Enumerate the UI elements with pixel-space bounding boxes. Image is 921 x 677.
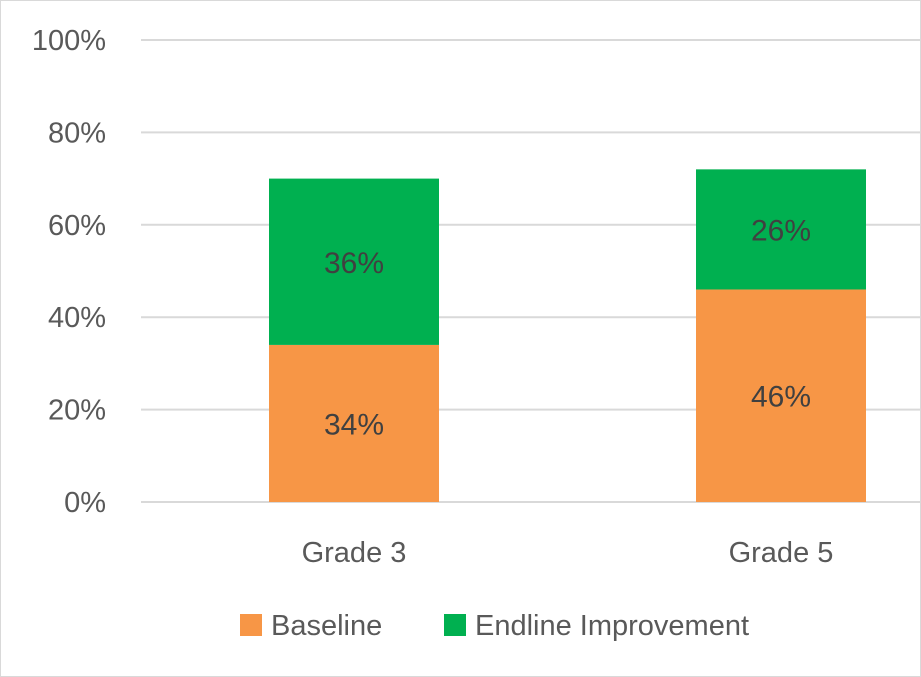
data-label: 46% [751, 381, 811, 414]
y-tick-label: 60% [48, 210, 106, 242]
legend-label: Baseline [271, 610, 382, 642]
legend-label: Endline Improvement [475, 610, 749, 642]
data-labels: 34% 36% 46% 26% [324, 214, 811, 441]
bar-baseline-grade-5 [696, 289, 866, 502]
legend-swatch [444, 614, 466, 636]
data-label: 26% [751, 214, 811, 247]
bars [269, 169, 866, 502]
x-category-label: Grade 5 [729, 537, 834, 569]
y-tick-label: 100% [32, 25, 106, 57]
data-label: 36% [324, 247, 384, 280]
y-tick-label: 40% [48, 302, 106, 334]
bar-baseline-grade-3 [269, 344, 439, 502]
x-category-label: Grade 3 [302, 537, 407, 569]
y-axis-ticks: 0% 20% 40% 60% 80% 100% [32, 25, 106, 519]
legend-swatch [240, 614, 262, 636]
y-tick-label: 20% [48, 395, 106, 427]
y-tick-label: 80% [48, 117, 106, 149]
bar-endline-improvement-grade-5 [696, 169, 866, 290]
data-label: 34% [324, 408, 384, 441]
legend: Baseline Endline Improvement [240, 610, 749, 642]
y-tick-label: 0% [64, 487, 106, 519]
bar-endline-improvement-grade-3 [269, 178, 439, 345]
x-axis-categories: Grade 3 Grade 5 [302, 537, 834, 569]
